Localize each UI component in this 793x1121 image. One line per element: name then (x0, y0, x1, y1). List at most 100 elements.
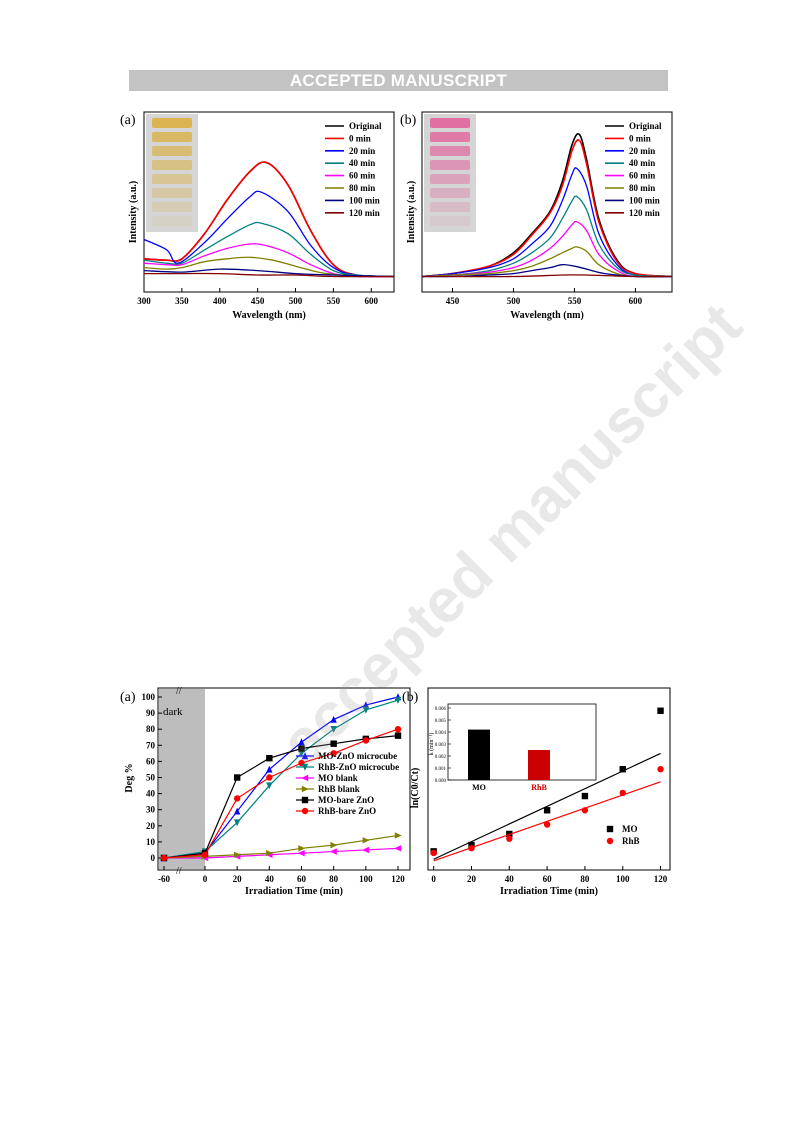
panel-label: (b) (402, 690, 419, 705)
data-point (160, 854, 168, 862)
inset-bar (468, 729, 490, 780)
x-tick-label: 500 (289, 296, 303, 306)
legend-marker (606, 825, 614, 833)
data-point (430, 849, 437, 857)
cuvette (430, 216, 470, 226)
x-axis-title: Wavelength (nm) (232, 310, 306, 321)
x-tick-label: 40 (505, 874, 515, 884)
data-point (362, 701, 370, 709)
y-axis-title: Intensity (a.u.) (406, 181, 417, 244)
cuvette (152, 160, 192, 170)
x-tick-label: 450 (446, 296, 460, 306)
cuvette (152, 132, 192, 142)
y-tick-label: 0 (151, 853, 156, 863)
inset-y-title: k (min⁻¹) (428, 733, 435, 756)
data-point (266, 774, 273, 781)
x-tick-label: 120 (391, 874, 405, 884)
legend-label: MO-ZnO microcube (318, 751, 397, 761)
panel-label: (a) (120, 113, 136, 128)
legend-label: RhB blank (318, 784, 360, 794)
accepted-manuscript-banner: ACCEPTED MANUSCRIPT (129, 70, 668, 91)
figure-uv-mo: (a) 300 350 400 450 500 550 600 Wavelength (nm) I… (120, 111, 395, 321)
cuvette (430, 118, 470, 128)
data-point (362, 846, 370, 854)
series-line (163, 728, 399, 859)
series-line (143, 161, 395, 278)
data-point (619, 766, 626, 773)
figure-uv-rhb: (b) 450 500 550 600 Wavelength (nm) Intensity … (400, 111, 673, 321)
data-point (506, 835, 513, 842)
inset-photo (424, 114, 476, 232)
y-tick-label: 90 (146, 708, 156, 718)
x-tick-label: 0 (431, 874, 436, 884)
legend-label: 80 min (629, 183, 655, 193)
x-tick-label: 450 (251, 296, 265, 306)
inset-y-tick-label: 0.006 (435, 707, 447, 712)
y-tick-label: 10 (146, 837, 156, 847)
inset-y-tick-label: 0.002 (435, 755, 447, 760)
series-line (421, 220, 673, 278)
cuvette (152, 118, 192, 128)
legend-label: 100 min (629, 195, 660, 205)
panel-label: (b) (400, 113, 417, 128)
x-tick-label: 120 (654, 874, 668, 884)
data-point (362, 837, 370, 844)
cuvette (152, 188, 192, 198)
data-point (233, 774, 241, 781)
data-point (619, 789, 626, 797)
x-tick-label: 80 (580, 874, 590, 884)
legend-label: Original (629, 121, 662, 131)
inset-y-tick-label: 0.000 (435, 779, 447, 784)
inset-bar-label: RhB (531, 783, 547, 792)
data-point (266, 849, 274, 857)
x-tick-label: 600 (629, 296, 643, 306)
inset-y-tick-label: 0.001 (435, 767, 447, 772)
data-point (266, 765, 273, 773)
legend-label: 0 min (349, 133, 371, 143)
legend-label: RhB (622, 836, 640, 846)
x-tick-label: 80 (329, 874, 339, 884)
axis-break-mark: // (176, 866, 182, 877)
series-line (163, 834, 399, 859)
data-point (330, 715, 337, 723)
data-point (362, 706, 370, 714)
data-point (201, 851, 209, 858)
data-point (298, 738, 305, 746)
dark-region (159, 689, 205, 869)
legend-label: RhB-bare ZnO (318, 806, 376, 816)
x-tick-label: 550 (327, 296, 341, 306)
legend-label: 20 min (349, 146, 375, 156)
series-line (421, 167, 673, 278)
series-line (163, 699, 399, 859)
cuvette (152, 146, 192, 156)
series-line (143, 221, 395, 278)
y-axis-title: ln(C0/Ct) (410, 768, 421, 809)
x-axis-title: Irradiation Time (min) (245, 886, 343, 897)
y-tick-label: 40 (146, 789, 156, 799)
cuvette (430, 146, 470, 156)
legend-label: 0 min (629, 133, 651, 143)
data-point (330, 841, 338, 849)
y-tick-label: 70 (146, 740, 156, 750)
legend-marker (301, 807, 309, 815)
x-tick-label: 60 (297, 874, 307, 884)
legend-label: MO-bare ZnO (318, 795, 374, 805)
inset-photo (146, 114, 198, 232)
photo-background (146, 114, 198, 232)
legend-marker (301, 785, 309, 793)
legend-label: 120 min (629, 208, 660, 218)
figure-degradation: (a) dark // // 0 10 20 30 40 50 60 70 80 90 100 -60 0 20 4… (120, 686, 411, 897)
data-point (362, 737, 370, 744)
inset-y-tick-label: 0.005 (435, 719, 447, 724)
cuvette (430, 202, 470, 212)
inset-bar-label: MO (472, 783, 486, 792)
dark-label: dark (163, 706, 183, 718)
series-line (143, 256, 395, 278)
data-point (298, 845, 306, 852)
x-tick-label: 20 (233, 874, 243, 884)
legend-label: 100 min (349, 195, 380, 205)
y-axis-title: Intensity (a.u.) (128, 181, 139, 244)
legend-marker (301, 763, 309, 771)
legend-label: 60 min (349, 171, 375, 181)
legend-label: 20 min (629, 146, 655, 156)
